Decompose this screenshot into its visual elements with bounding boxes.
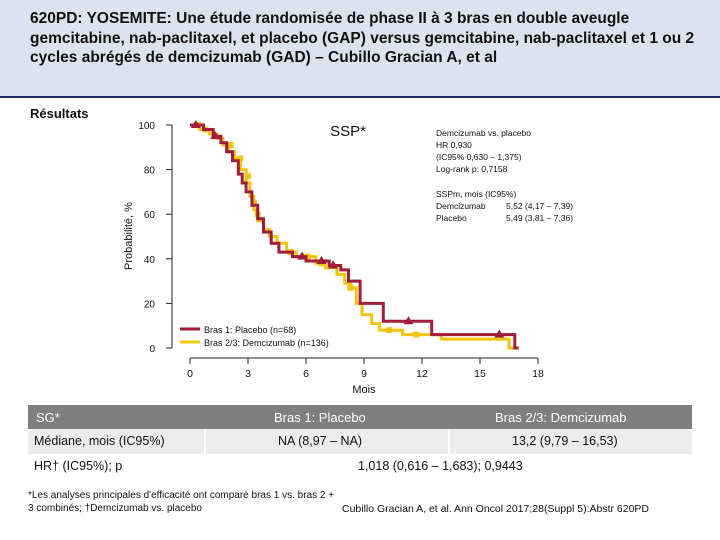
cell-divider	[204, 429, 206, 454]
table-header-placebo: Bras 1: Placebo	[274, 410, 366, 425]
censor-mark-demcizumab	[304, 253, 311, 260]
chart-title: SSP*	[330, 123, 366, 140]
hr-annotation-line: (IC95% 0,630 – 1,375)	[436, 152, 522, 162]
ssp-median-value: 5,49 (3,81 – 7,36)	[506, 213, 573, 223]
censor-mark-demcizumab	[250, 200, 257, 207]
x-tick-label: 3	[245, 368, 251, 380]
slide-title: 620PD: YOSEMITE: Une étude randomisée de…	[30, 10, 695, 66]
y-tick-label: 100	[138, 121, 155, 132]
row-label-hr: HR† (IC95%); p	[34, 459, 123, 473]
hr-annotation-line: Demcizumab vs. placebo	[436, 128, 531, 138]
x-tick-label: 12	[416, 368, 428, 380]
x-axis-title: Mois	[352, 384, 376, 396]
footnote: *Les analyses principales d'efficacité o…	[28, 490, 335, 514]
y-tick-label: 60	[144, 210, 156, 221]
legend-label-placebo: Bras 1: Placebo (n=68)	[204, 325, 296, 335]
censor-mark-placebo	[316, 256, 327, 265]
ssp-median-heading: SSPm, mois (IC95%)	[436, 189, 516, 199]
table-header: SG* Bras 1: Placebo Bras 2/3: Demcizumab	[28, 405, 692, 429]
censor-mark-placebo	[494, 329, 505, 338]
censor-mark-demcizumab	[347, 284, 354, 291]
table-header-sg: SG*	[36, 410, 60, 425]
y-tick-label: 0	[149, 344, 155, 355]
censor-mark-placebo	[297, 251, 308, 260]
row-label-median: Médiane, mois (IC95%)	[34, 434, 165, 448]
censor-mark-demcizumab	[227, 142, 234, 149]
cell-median-demcizumab: 13,2 (9,79 – 16,53)	[512, 434, 618, 448]
citation: Cubillo Gracian A, et al. Ann Oncol 2017…	[342, 503, 650, 515]
series-line-placebo	[190, 123, 519, 350]
table-row: Médiane, mois (IC95%) NA (8,97 – NA) 13,…	[28, 429, 692, 454]
cell-median-placebo: NA (8,97 – NA)	[278, 434, 363, 448]
censor-mark-placebo	[403, 316, 414, 325]
censor-mark-demcizumab	[386, 327, 393, 334]
y-tick-label: 20	[144, 299, 156, 310]
table-row: HR† (IC95%); p 1,018 (0,616 – 1,683); 0,…	[28, 454, 692, 479]
censor-mark-demcizumab	[237, 155, 244, 162]
legend-label-demcizumab: Bras 2/3: Demcizumab (n=136)	[204, 338, 329, 348]
ssp-median-arm: Placebo	[436, 213, 467, 223]
km-chart: 0 20 40 60 80 100 0 3 6 9 12 15 18 Mois Probabilité, %…	[123, 120, 573, 396]
x-tick-label: 15	[474, 368, 486, 380]
hr-annotation-line: HR 0,930	[436, 140, 472, 150]
y-tick-label: 80	[144, 166, 156, 177]
censor-mark-placebo	[210, 131, 221, 140]
censor-mark-placebo	[190, 120, 201, 128]
censor-mark-demcizumab	[245, 173, 251, 180]
x-tick-label: 6	[303, 368, 309, 380]
header-band: 620PD: YOSEMITE: Une étude randomisée de…	[0, 0, 720, 96]
header-divider	[0, 96, 720, 98]
x-tick-label: 0	[187, 368, 193, 380]
cell-hr-combined: 1,018 (0,616 – 1,683); 0,9443	[358, 459, 523, 473]
section-label: Résultats	[30, 106, 89, 121]
y-axis-title: Probabilité, %	[123, 202, 135, 270]
table-header-demcizumab: Bras 2/3: Demcizumab	[495, 410, 627, 425]
series-line-demcizumab	[190, 123, 519, 350]
hr-annotation-line: Log-rank p: 0,7158	[436, 164, 508, 174]
ssp-median-value: 5,52 (4,17 – 7,39)	[506, 201, 573, 211]
censor-mark-placebo	[328, 260, 339, 269]
y-tick-label: 40	[144, 255, 156, 266]
censor-mark-demcizumab	[413, 331, 420, 338]
ssp-median-arm: Demcizumab	[436, 201, 486, 211]
cell-divider	[448, 429, 450, 454]
x-tick-label: 18	[532, 368, 544, 380]
x-tick-label: 9	[361, 368, 367, 380]
